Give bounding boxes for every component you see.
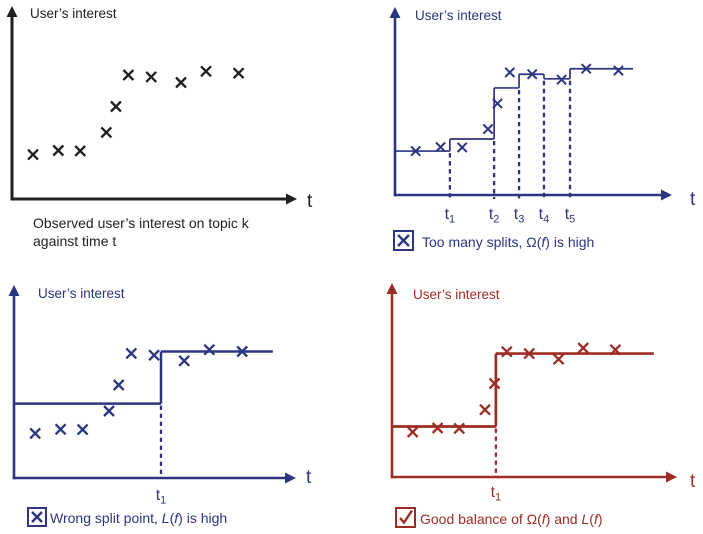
data-point-marker [580, 63, 592, 75]
x-axis-arrow-icon [285, 472, 296, 484]
data-point-marker [431, 422, 444, 434]
data-point-marker [110, 100, 122, 113]
data-point-marker [482, 123, 494, 135]
split-label: t1 [491, 484, 502, 504]
y-axis-arrow-icon [386, 283, 398, 294]
data-point-marker [609, 343, 622, 356]
data-point-marker [406, 426, 419, 438]
panel-too-many-splits: User’s interest t t1 t2 t3 t4 t5 Too many split… [389, 7, 696, 251]
split-label: t5 [565, 206, 576, 226]
y-axis-title: User’s interest [415, 8, 502, 23]
data-point-marker [577, 342, 590, 354]
data-point-marker [52, 144, 65, 157]
split-label: t3 [514, 206, 525, 226]
data-point-marker [200, 65, 212, 78]
data-point-marker [100, 126, 113, 139]
x-axis-arrow-icon [286, 193, 297, 205]
data-point-marker [76, 423, 89, 436]
data-point-marker [523, 347, 536, 360]
caption-text: against time t [33, 233, 116, 249]
caption-text: Observed user’s interest on topic k [33, 215, 250, 231]
data-point-marker [203, 343, 216, 356]
data-point-marker [29, 427, 42, 440]
data-point-marker [453, 422, 466, 435]
data-point-marker [492, 98, 503, 109]
panel-good-balance: User’s interest t t1 Good balance of Ω(f) a… [386, 283, 696, 528]
data-point-marker [456, 142, 468, 153]
data-point-marker [613, 65, 624, 76]
y-axis-title: User’s interest [30, 6, 117, 21]
panel-observed-interest: User’s interest t Observed user’s interest… [6, 6, 313, 249]
data-point-marker [27, 148, 39, 161]
data-point-marker [236, 345, 249, 358]
data-point-marker [145, 71, 158, 83]
split-label: t1 [445, 206, 456, 226]
data-point-marker [479, 403, 491, 416]
crossed-box-icon [27, 507, 47, 527]
checked-box-icon [395, 507, 416, 528]
y-axis-arrow-icon [389, 7, 401, 18]
data-point-marker [488, 377, 501, 390]
x-axis-label: t [690, 471, 696, 492]
data-point-marker [504, 67, 516, 78]
x-axis-label: t [690, 189, 696, 210]
split-label: t1 [156, 487, 167, 507]
data-point-marker [410, 145, 422, 157]
caption-text: Too many splits, Ω(f) is high [422, 234, 594, 250]
x-axis-arrow-icon [661, 189, 672, 201]
panel-wrong-split-point: User’s interest t t1 Wrong split point, L(f… [8, 285, 312, 527]
y-axis-title: User’s interest [38, 286, 125, 301]
data-point-marker [232, 67, 245, 80]
crossed-box-icon [393, 230, 414, 251]
caption-text: Wrong split point, L(f) is high [50, 510, 227, 526]
data-point-marker [178, 354, 191, 367]
x-axis-label: t [306, 467, 312, 488]
y-axis-arrow-icon [8, 285, 20, 296]
data-point-marker [125, 347, 138, 360]
data-point-marker [435, 141, 446, 153]
data-point-marker [112, 379, 125, 391]
data-point-marker [526, 68, 538, 80]
data-point-marker [500, 345, 513, 358]
data-point-marker [175, 76, 187, 89]
split-label: t2 [489, 206, 500, 226]
data-point-marker [54, 423, 67, 436]
data-point-marker [103, 405, 115, 417]
data-point-marker [556, 74, 567, 86]
y-axis-arrow-icon [6, 6, 18, 17]
data-point-marker [148, 349, 160, 362]
data-point-marker [122, 69, 135, 81]
caption-text: Good balance of Ω(f) and L(f) [420, 511, 603, 527]
data-point-marker [74, 145, 87, 157]
data-point-marker [552, 353, 565, 366]
x-axis-label: t [307, 191, 313, 212]
x-axis-arrow-icon [666, 471, 677, 483]
y-axis-title: User’s interest [413, 287, 500, 302]
split-label: t4 [539, 206, 550, 226]
